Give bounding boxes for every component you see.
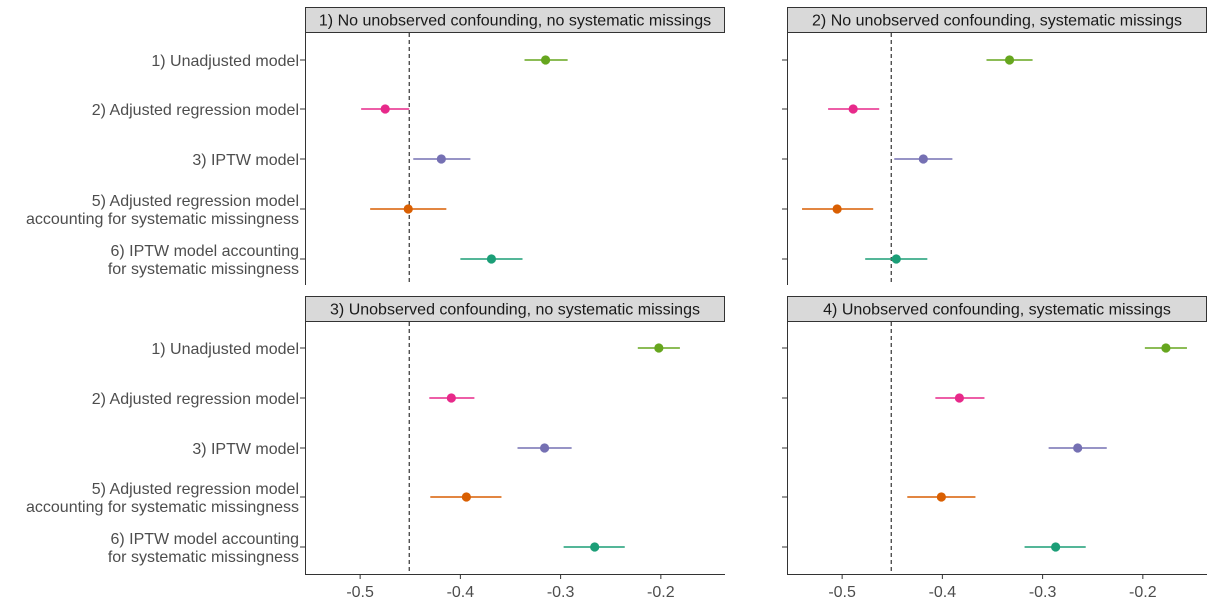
point-estimate <box>403 204 413 214</box>
panel-strip <box>787 7 1207 33</box>
panel-title: 4) Unobserved confounding, systematic mi… <box>823 302 1171 319</box>
y-category-label: for systematic missingness <box>108 261 299 278</box>
x-tick-label: -0.2 <box>647 584 675 601</box>
y-category-label: 1) Unadjusted model <box>151 53 299 70</box>
point-estimate <box>1073 443 1083 453</box>
point-estimate <box>936 492 946 502</box>
point-estimate <box>436 154 446 164</box>
x-tick-label: -0.5 <box>828 584 856 601</box>
x-tick-label: -0.5 <box>346 584 374 601</box>
panel-title: 1) No unobserved confounding, no systema… <box>319 13 711 30</box>
point-estimate <box>1161 343 1171 353</box>
point-estimate <box>848 104 858 114</box>
panel-1: 1) No unobserved confounding, no systema… <box>26 7 725 285</box>
point-estimate <box>446 393 456 403</box>
panel-strip <box>305 7 725 33</box>
point-estimate <box>486 254 497 264</box>
point-estimate <box>654 343 664 353</box>
y-category-label: 5) Adjusted regression model <box>92 193 299 210</box>
point-estimate <box>539 443 550 453</box>
panel-title: 2) No unobserved confounding, systematic… <box>812 13 1182 30</box>
point-estimate <box>832 204 842 214</box>
point-estimate <box>461 492 471 502</box>
point-estimate <box>1004 55 1015 65</box>
x-tick-label: -0.3 <box>547 584 575 601</box>
point-estimate <box>954 393 965 403</box>
x-tick-label: -0.3 <box>1029 584 1057 601</box>
y-category-label: 3) IPTW model <box>192 441 299 458</box>
y-category-label: 3) IPTW model <box>192 152 299 169</box>
panel-title: 3) Unobserved confounding, no systematic… <box>330 302 700 319</box>
y-category-label: 6) IPTW model accounting <box>110 531 299 548</box>
y-category-label: 2) Adjusted regression model <box>92 391 299 408</box>
x-tick-label: -0.4 <box>929 584 957 601</box>
point-estimate <box>590 542 600 552</box>
panel-strip <box>305 296 725 322</box>
y-category-label: 6) IPTW model accounting <box>110 243 299 260</box>
x-tick-label: -0.4 <box>447 584 475 601</box>
point-estimate <box>1051 542 1061 552</box>
panel-2: 2) No unobserved confounding, systematic… <box>782 7 1207 285</box>
point-estimate <box>380 104 390 114</box>
panel-3: 3) Unobserved confounding, no systematic… <box>26 296 725 601</box>
y-category-label: 5) Adjusted regression model <box>92 481 299 498</box>
point-estimate <box>891 254 901 264</box>
y-category-label: 1) Unadjusted model <box>151 341 299 358</box>
y-category-label: accounting for systematic missingness <box>26 499 299 516</box>
y-category-label: accounting for systematic missingness <box>26 211 299 228</box>
point-estimate <box>540 55 551 65</box>
y-category-label: 2) Adjusted regression model <box>92 102 299 119</box>
x-tick-label: -0.2 <box>1129 584 1157 601</box>
y-category-label: for systematic missingness <box>108 549 299 566</box>
point-estimate <box>918 154 928 164</box>
panel-strip <box>787 296 1207 322</box>
panel-4: 4) Unobserved confounding, systematic mi… <box>782 296 1207 601</box>
